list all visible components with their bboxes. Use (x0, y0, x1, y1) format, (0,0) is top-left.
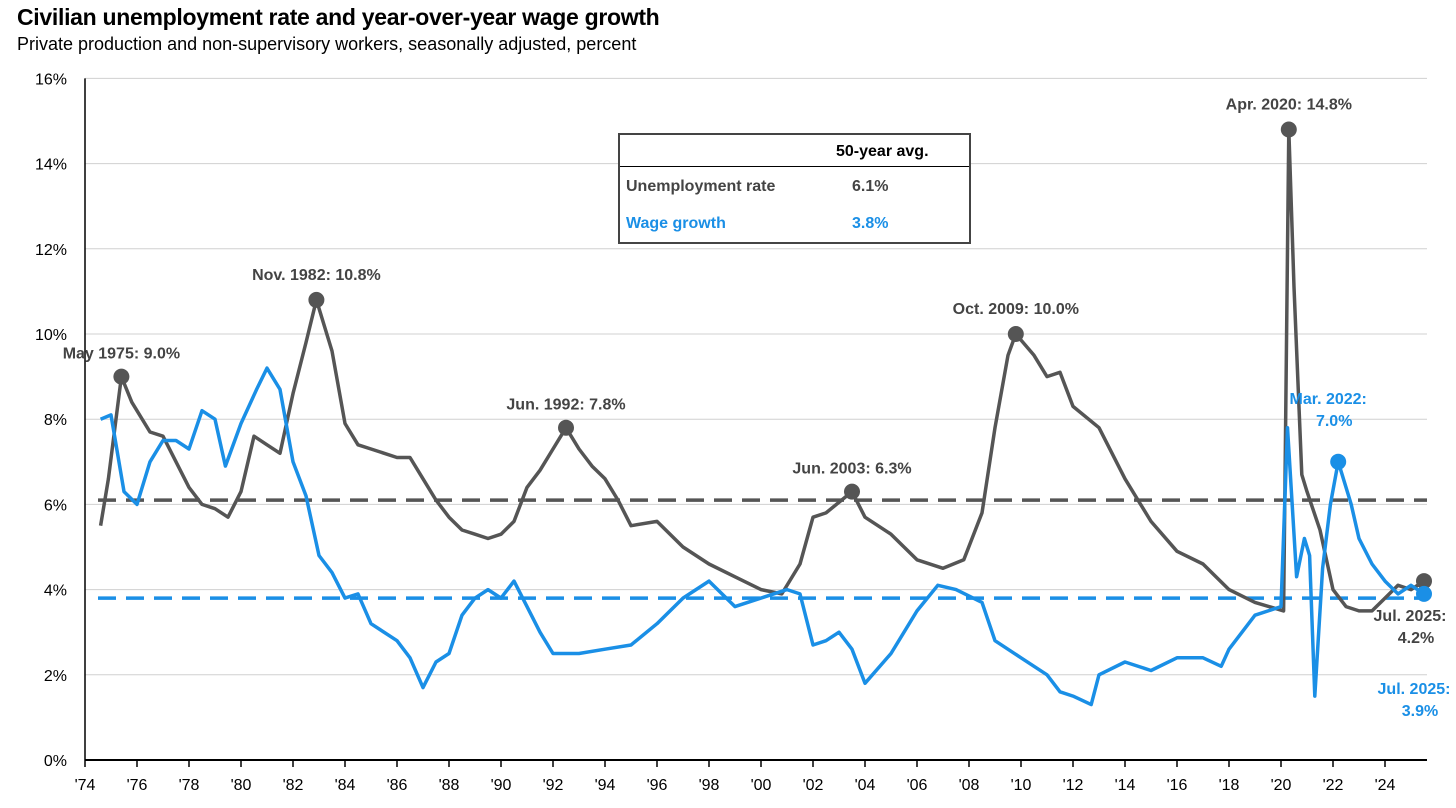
y-tick-label: 16% (35, 71, 67, 88)
averages-table: 50-year avg. Unemployment rate 6.1% Wage… (618, 133, 971, 244)
annotation-value: 3.9% (1402, 703, 1438, 720)
x-tick-label: '00 (751, 777, 772, 794)
y-tick-label: 14% (35, 157, 67, 174)
annotation-label: Jun. 1992: 7.8% (506, 397, 625, 414)
table-row-label: Unemployment rate (626, 178, 776, 195)
table-row-label: Wage growth (626, 215, 726, 232)
x-tick-label: '80 (231, 777, 252, 794)
x-tick-label: '04 (855, 777, 876, 794)
x-tick-label: '12 (1063, 777, 1084, 794)
y-tick-label: 4% (44, 583, 67, 600)
annotation-marker (113, 368, 130, 385)
annotation-label: Apr. 2020: 14.8% (1226, 97, 1352, 114)
wage-growth-line (99, 366, 1425, 707)
x-tick-label: '82 (283, 777, 304, 794)
x-tick-label: '16 (1167, 777, 1188, 794)
annotation-marker (844, 483, 860, 500)
annotation-marker (558, 419, 574, 436)
annotation-marker (1330, 453, 1347, 470)
annotation-marker (1007, 326, 1024, 342)
table-divider (620, 166, 969, 167)
y-tick-label: 8% (44, 412, 67, 429)
annotation-value: 4.2% (1398, 630, 1434, 647)
x-tick-label: '24 (1375, 777, 1396, 794)
x-tick-label: '08 (959, 777, 980, 794)
annotation-marker (1280, 121, 1297, 138)
x-tick-label: '74 (75, 777, 96, 794)
y-tick-label: 2% (44, 668, 67, 685)
x-tick-label: '22 (1323, 777, 1344, 794)
x-tick-label: '94 (595, 777, 616, 794)
x-tick-label: '06 (907, 777, 928, 794)
annotation-marker (1416, 585, 1432, 602)
x-tick-label: '84 (335, 777, 356, 794)
y-tick-label: 6% (44, 497, 67, 514)
x-tick-label: '92 (543, 777, 564, 794)
annotation-label: Oct. 2009: 10.0% (953, 301, 1079, 318)
x-tick-label: '90 (491, 777, 512, 794)
x-tick-label: '98 (699, 777, 720, 794)
chart-subtitle: Private production and non-supervisory w… (17, 34, 637, 54)
annotation-label: Jul. 2025: (1378, 681, 1451, 698)
annotation-label: Jun. 2003: 6.3% (792, 461, 911, 478)
x-tick-label: '20 (1271, 777, 1292, 794)
annotation-label: May 1975: 9.0% (63, 346, 180, 363)
x-tick-label: '76 (127, 777, 148, 794)
x-tick-label: '10 (1011, 777, 1032, 794)
chart-title: Civilian unemployment rate and year-over… (17, 4, 660, 30)
annotation-label: Jul. 2025: (1374, 608, 1447, 625)
y-tick-label: 10% (35, 327, 67, 344)
x-tick-label: '96 (647, 777, 668, 794)
y-tick-label: 0% (44, 753, 67, 770)
table-row-value: 3.8% (852, 215, 889, 232)
x-tick-label: '88 (439, 777, 460, 794)
x-tick-label: '86 (387, 777, 408, 794)
x-tick-label: '18 (1219, 777, 1240, 794)
x-tick-label: '78 (179, 777, 200, 794)
averages-table-header: 50-year avg. (836, 143, 929, 160)
x-tick-label: '14 (1115, 777, 1136, 794)
unemployment-rate-line (98, 127, 1425, 613)
x-tick-label: '02 (803, 777, 824, 794)
annotation-marker (308, 291, 325, 308)
y-tick-label: 12% (35, 242, 67, 259)
annotation-marker (1416, 573, 1432, 590)
table-row-value: 6.1% (852, 178, 889, 195)
annotation-label: Mar. 2022: (1290, 391, 1367, 408)
annotation-label: Nov. 1982: 10.8% (252, 267, 381, 284)
annotation-value: 7.0% (1316, 413, 1352, 430)
